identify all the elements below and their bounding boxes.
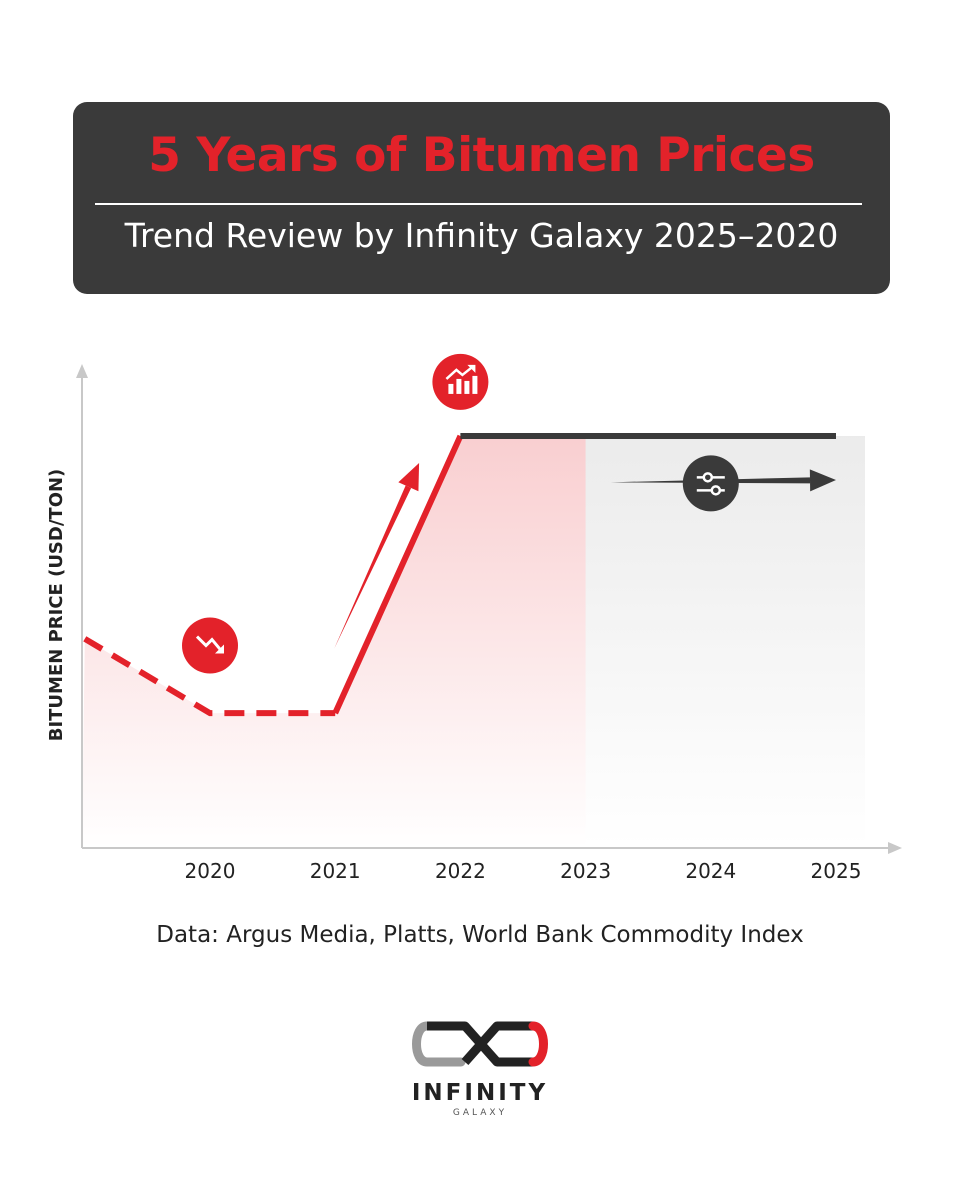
brand-name: INFINITY xyxy=(411,1080,549,1106)
title-banner: 5 Years of Bitumen Prices Trend Review b… xyxy=(73,102,890,294)
chart-subtitle: Trend Review by Infinity Galaxy 2025–202… xyxy=(124,216,839,255)
title-divider xyxy=(95,203,862,205)
x-tick-label: 2025 xyxy=(811,859,862,883)
growth-chart-icon xyxy=(432,353,489,410)
brand-logo: INFINITY GALAXY xyxy=(405,1010,555,1120)
trend-arrowhead-3 xyxy=(398,463,420,492)
series-line-0 xyxy=(83,636,336,717)
x-tick-labels: 2020 2021 2022 2023 2024 2025 xyxy=(185,859,862,883)
x-tick-label: 2022 xyxy=(435,859,486,883)
brand-sub: GALAXY xyxy=(452,1108,508,1118)
sliders-icon xyxy=(682,455,739,512)
chart-title: 5 Years of Bitumen Prices xyxy=(148,128,815,183)
price-chart: 2020 2021 2022 2023 2024 2025 BITUMEN PRICE (… xyxy=(46,353,902,883)
x-tick-label: 2023 xyxy=(560,859,611,883)
trend-arrowhead-4 xyxy=(809,469,836,492)
area-fill-rise xyxy=(82,436,586,848)
infinity-logo-icon xyxy=(412,1021,548,1067)
trend-down-icon xyxy=(182,617,238,674)
y-axis-label: BITUMEN PRICE (USD/TON) xyxy=(46,469,67,742)
trend-arrow-3 xyxy=(334,485,412,649)
x-axis-arrowhead xyxy=(888,842,902,854)
x-tick-label: 2024 xyxy=(685,859,736,883)
data-source: Data: Argus Media, Platts, World Bank Co… xyxy=(156,922,804,948)
axes xyxy=(76,364,902,854)
trend-icons xyxy=(182,353,739,674)
series-line-1 xyxy=(332,434,464,715)
x-tick-label: 2021 xyxy=(310,859,361,883)
x-tick-label: 2020 xyxy=(185,859,236,883)
y-axis-arrowhead xyxy=(76,364,88,378)
series-lines xyxy=(83,433,836,717)
